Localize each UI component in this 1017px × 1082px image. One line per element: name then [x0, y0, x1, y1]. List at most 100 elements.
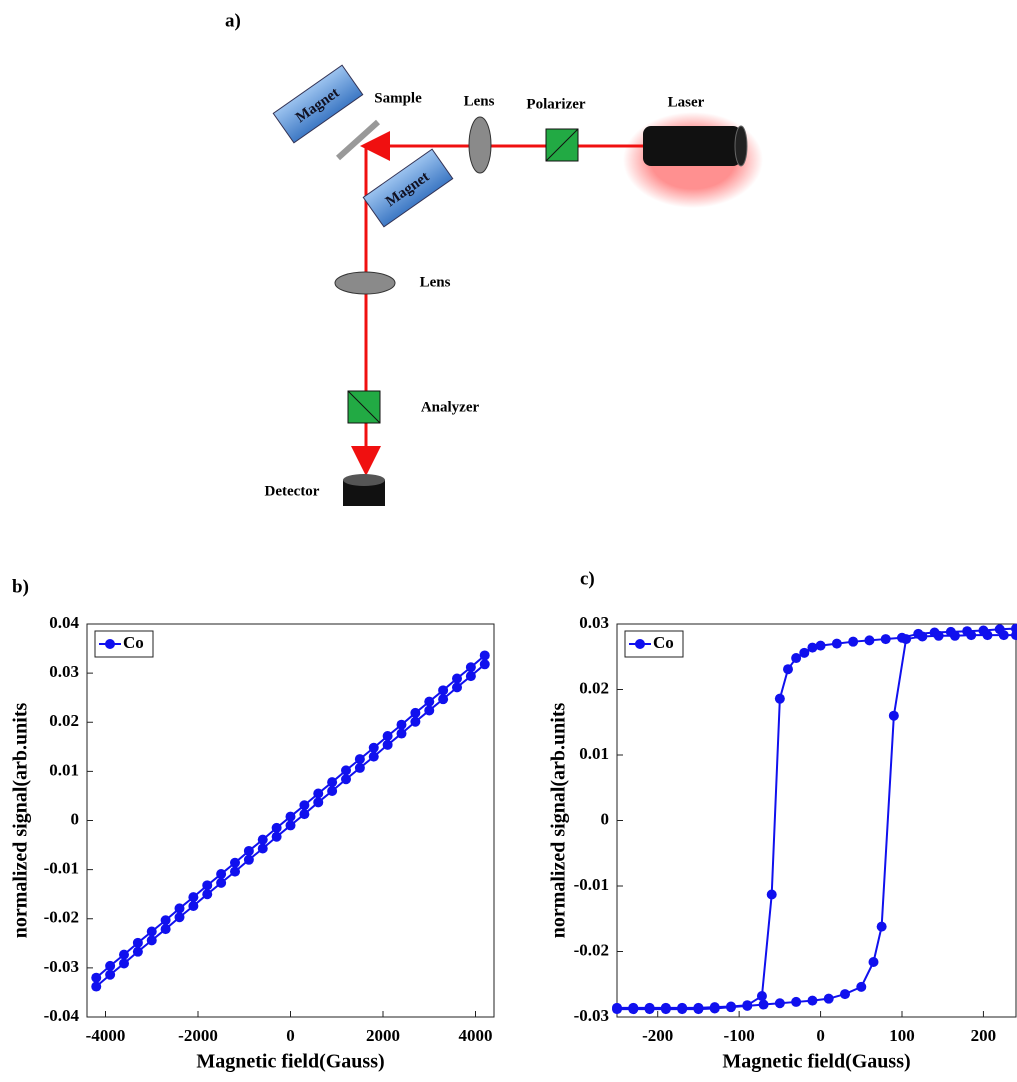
data-point — [285, 820, 296, 831]
data-point — [174, 903, 185, 914]
data-point — [410, 716, 421, 727]
data-point — [438, 685, 449, 696]
data-point — [799, 647, 810, 658]
data-point — [105, 960, 116, 971]
data-point — [160, 924, 171, 935]
data-point — [660, 1002, 671, 1013]
data-point — [410, 707, 421, 718]
data-point — [327, 786, 338, 797]
label: Lens — [464, 93, 495, 109]
data-point — [132, 946, 143, 957]
legend-marker — [105, 639, 115, 649]
y-tick-label: 0.01 — [49, 760, 79, 779]
y-tick-label: 0.03 — [49, 662, 79, 681]
x-axis-label: Magnetic field(Gauss) — [196, 1051, 384, 1073]
data-point — [864, 635, 875, 646]
x-tick-label: -2000 — [178, 1026, 218, 1045]
data-point — [382, 739, 393, 750]
data-point — [188, 892, 199, 903]
data-point — [341, 774, 351, 785]
magnet — [272, 64, 364, 144]
magnet-block — [272, 64, 364, 144]
x-tick-label: -4000 — [86, 1026, 126, 1045]
data-point — [612, 1002, 622, 1013]
data-point — [299, 809, 310, 820]
label: Analyzer — [421, 399, 480, 415]
y-tick-label: -0.01 — [44, 859, 79, 878]
data-line — [617, 627, 1017, 1011]
legend-label: Co — [123, 633, 144, 652]
data-point — [897, 632, 907, 643]
data-point — [856, 981, 867, 992]
data-point — [876, 921, 887, 932]
data-point — [438, 694, 449, 705]
data-point — [230, 866, 240, 877]
data-point — [299, 800, 310, 811]
analyzer-line — [347, 390, 381, 424]
data-point — [341, 765, 351, 776]
data-point — [354, 762, 365, 773]
x-axis-label: Magnetic field(Gauss) — [722, 1051, 910, 1073]
data-point — [146, 926, 157, 937]
data-point — [257, 843, 268, 854]
data-point — [913, 628, 924, 639]
data-point — [929, 627, 940, 638]
data-point — [216, 877, 227, 888]
y-tick-label: 0.01 — [579, 744, 609, 763]
data-point — [132, 937, 143, 948]
lens — [468, 116, 492, 174]
data-point — [271, 831, 282, 842]
data-point — [174, 912, 185, 923]
data-point — [465, 671, 476, 682]
data-point — [815, 640, 826, 651]
data-point — [758, 999, 769, 1010]
data-point — [766, 889, 777, 900]
panel-label: a) — [225, 10, 241, 31]
data-point — [628, 1002, 639, 1013]
data-point — [945, 626, 956, 637]
data-point — [831, 638, 842, 649]
data-point — [285, 811, 296, 822]
data-point — [396, 719, 407, 730]
y-tick-label: 0 — [71, 809, 80, 828]
data-point — [424, 705, 435, 716]
plot-frame — [616, 623, 1017, 1018]
data-point — [807, 642, 818, 653]
data-point — [452, 682, 462, 693]
data-point — [783, 664, 793, 675]
label: Polarizer — [526, 96, 585, 112]
legend-label: Co — [653, 633, 674, 652]
data-point — [313, 797, 324, 808]
setup-diagram: a) Magnet Sample Lens Polarizer Laser Ma… — [225, 10, 763, 506]
data-point — [368, 751, 379, 762]
data-point — [726, 1001, 736, 1012]
data-point — [677, 1002, 688, 1013]
data-point — [1011, 623, 1017, 634]
data-point — [368, 742, 379, 753]
data-point — [188, 900, 199, 911]
polarizer-line — [545, 128, 579, 162]
label: Detector — [265, 483, 320, 499]
label: Lens — [420, 274, 451, 290]
data-point — [382, 731, 393, 742]
data-point — [791, 996, 802, 1007]
data-point — [146, 935, 157, 946]
data-point — [823, 993, 834, 1004]
y-tick-label: -0.03 — [574, 1006, 609, 1025]
data-point — [243, 854, 254, 865]
x-tick-label: 2000 — [366, 1026, 400, 1045]
y-axis-label: normalized signal(arb.units — [10, 702, 32, 938]
x-tick-label: 4000 — [459, 1026, 493, 1045]
data-point — [840, 989, 850, 1000]
detector-top — [343, 474, 385, 486]
label: Laser — [668, 94, 705, 110]
y-tick-label: 0.02 — [49, 711, 79, 730]
data-point — [888, 710, 899, 721]
data-point — [257, 834, 268, 845]
data-point — [202, 880, 213, 891]
data-point — [756, 991, 767, 1002]
x-tick-label: -200 — [642, 1026, 673, 1045]
legend-marker — [635, 639, 645, 649]
data-point — [91, 981, 102, 992]
